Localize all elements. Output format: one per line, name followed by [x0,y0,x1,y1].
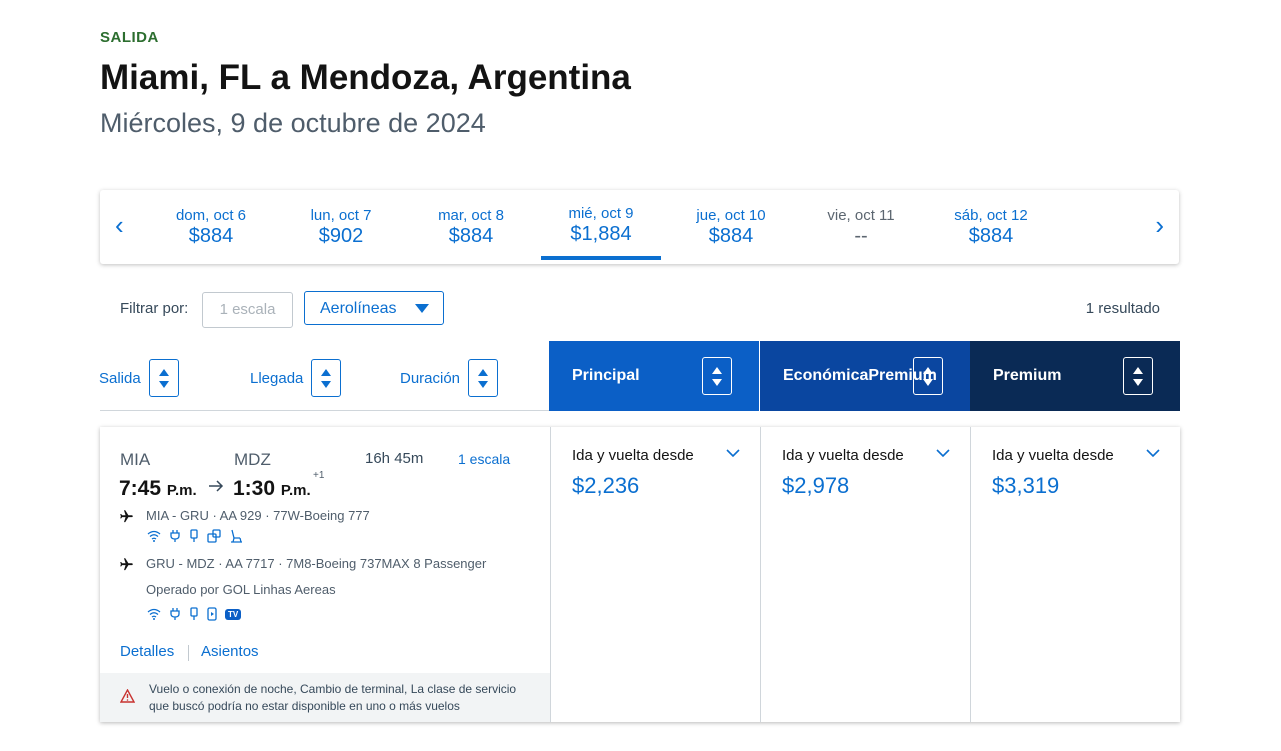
segment-1-info: MIA - GRU · AA 929 · 77W-Boeing 777 [146,508,370,523]
operated-by: Operado por GOL Linhas Aereas [146,582,336,597]
caret-down-icon [415,304,429,313]
seat-icon [231,529,242,543]
airplane-icon [120,510,133,523]
date-tab-day: jue, oct 10 [696,207,766,224]
cabin-header-label: Principal [572,367,640,384]
warning-banner: Vuelo o conexión de noche, Cambio de ter… [100,673,550,722]
wifi-icon [147,530,161,542]
divider [760,427,761,722]
stops-filter-button[interactable]: 1 escala [202,292,293,328]
date-tab-oct-10[interactable]: jue, oct 10 $884 [671,207,791,248]
divider [970,427,971,722]
fare-price[interactable]: $2,978 [782,473,850,498]
airlines-filter-label: Aerolíneas [320,300,397,317]
airlines-filter-dropdown[interactable]: Aerolíneas [304,291,444,325]
sort-departure-label: Salida [99,369,141,387]
arrival-time: 1:30 P.m. [233,477,311,500]
page-title: Miami, FL a Mendoza, Argentina [100,58,631,97]
arrow-right-icon [209,480,224,492]
segment-1-amenities [147,529,243,543]
sort-arrival[interactable]: Llegada [250,358,342,398]
device-streaming-icon [207,607,217,621]
warning-icon [120,689,135,703]
airplane-icon [120,558,133,571]
date-tab-oct-6[interactable]: dom, oct 6 $884 [151,207,271,248]
sort-arrows-icon[interactable] [1123,357,1153,395]
fare-price[interactable]: $2,236 [572,473,640,498]
tv-badge-icon: TV [225,608,242,620]
cabin-header-premium[interactable]: Premium [970,341,1180,411]
cabin-header-economica-premium[interactable]: Económica Premium [760,341,970,411]
usb-icon [190,529,198,542]
flight-result-card: MIA MDZ 7:45 P.m. 1:30 P.m. +1 16h 45m 1… [100,427,1180,722]
date-tab-oct-12[interactable]: sáb, oct 12 $884 [931,207,1051,248]
result-count: 1 resultado [1085,300,1160,317]
date-carousel: ‹ dom, oct 6 $884 lun, oct 7 $902 mar, o… [100,190,1179,264]
chevron-down-icon[interactable] [1146,449,1160,458]
date-tab-day: sáb, oct 12 [954,207,1028,224]
travel-date: Miércoles, 9 de octubre de 2024 [100,108,486,138]
sort-duration[interactable]: Duración [400,358,499,398]
sort-duration-label: Duración [400,369,461,387]
date-tab-oct-11: vie, oct 11 -- [801,207,921,248]
segment-2-info: GRU - MDZ · AA 7717 · 7M8-Boeing 737MAX … [146,556,487,571]
date-tab-oct-8[interactable]: mar, oct 8 $884 [411,207,531,248]
date-tab-price: $902 [318,225,364,247]
destination-code: MDZ [234,450,271,469]
divider [550,427,551,722]
usb-icon [190,607,198,620]
details-link[interactable]: Detalles [120,643,175,660]
divider [188,645,189,661]
sort-arrows-icon[interactable] [702,357,732,395]
fare-label: Ida y vuelta desde [992,447,1114,464]
sort-arrival-label: Llegada [250,369,304,387]
date-tab-day: dom, oct 6 [175,207,247,224]
date-tab-day: mar, oct 8 [438,207,504,224]
sort-arrows-icon[interactable] [148,359,179,397]
sort-departure[interactable]: Salida [99,358,179,398]
cabin-header-label: Premium [993,367,1062,384]
date-tab-price: $884 [968,225,1014,247]
cabin-header-label: Económica Premium [783,367,937,384]
date-tab-price: $884 [708,225,754,247]
date-tab-day: mié, oct 9 [568,205,634,222]
day-offset: +1 [313,470,325,481]
warning-text: Vuelo o conexión de noche, Cambio de ter… [149,682,517,713]
stops-link[interactable]: 1 escala [458,451,511,467]
date-tab-oct-9-selected[interactable]: mié, oct 9 $1,884 [541,205,661,260]
divider [100,410,549,411]
chevron-down-icon[interactable] [936,449,950,458]
seats-link[interactable]: Asientos [201,643,259,660]
chevron-down-icon[interactable] [726,449,740,458]
next-dates-arrow-icon[interactable]: › [1155,210,1164,240]
fare-label: Ida y vuelta desde [572,447,694,464]
date-tab-day: lun, oct 7 [310,207,372,224]
sort-arrows-icon[interactable] [311,359,342,397]
wifi-icon [147,608,161,620]
sort-arrows-icon[interactable] [468,359,499,397]
sort-arrows-icon[interactable] [913,357,943,395]
date-tab-price: $884 [188,225,234,247]
power-outlet-icon [170,530,180,542]
power-outlet-icon [170,608,180,620]
date-tab-price: -- [854,225,868,247]
departure-time: 7:45 P.m. [119,477,197,500]
entertainment-icon [207,529,221,543]
date-tab-price: $1,884 [570,223,632,245]
flight-duration: 16h 45m [365,450,424,467]
date-tab-oct-7[interactable]: lun, oct 7 $902 [281,207,401,248]
filter-label: Filtrar por: [120,300,189,317]
origin-code: MIA [120,450,151,469]
previous-dates-arrow-icon[interactable]: ‹ [115,210,124,240]
date-tab-day: vie, oct 11 [827,207,895,224]
fare-price[interactable]: $3,319 [992,473,1060,498]
fare-label: Ida y vuelta desde [782,447,904,464]
segment-2-amenities: TV [147,607,242,621]
cabin-header-principal[interactable]: Principal [549,341,759,411]
direction-label: SALIDA [100,29,159,46]
date-tab-price: $884 [448,225,494,247]
